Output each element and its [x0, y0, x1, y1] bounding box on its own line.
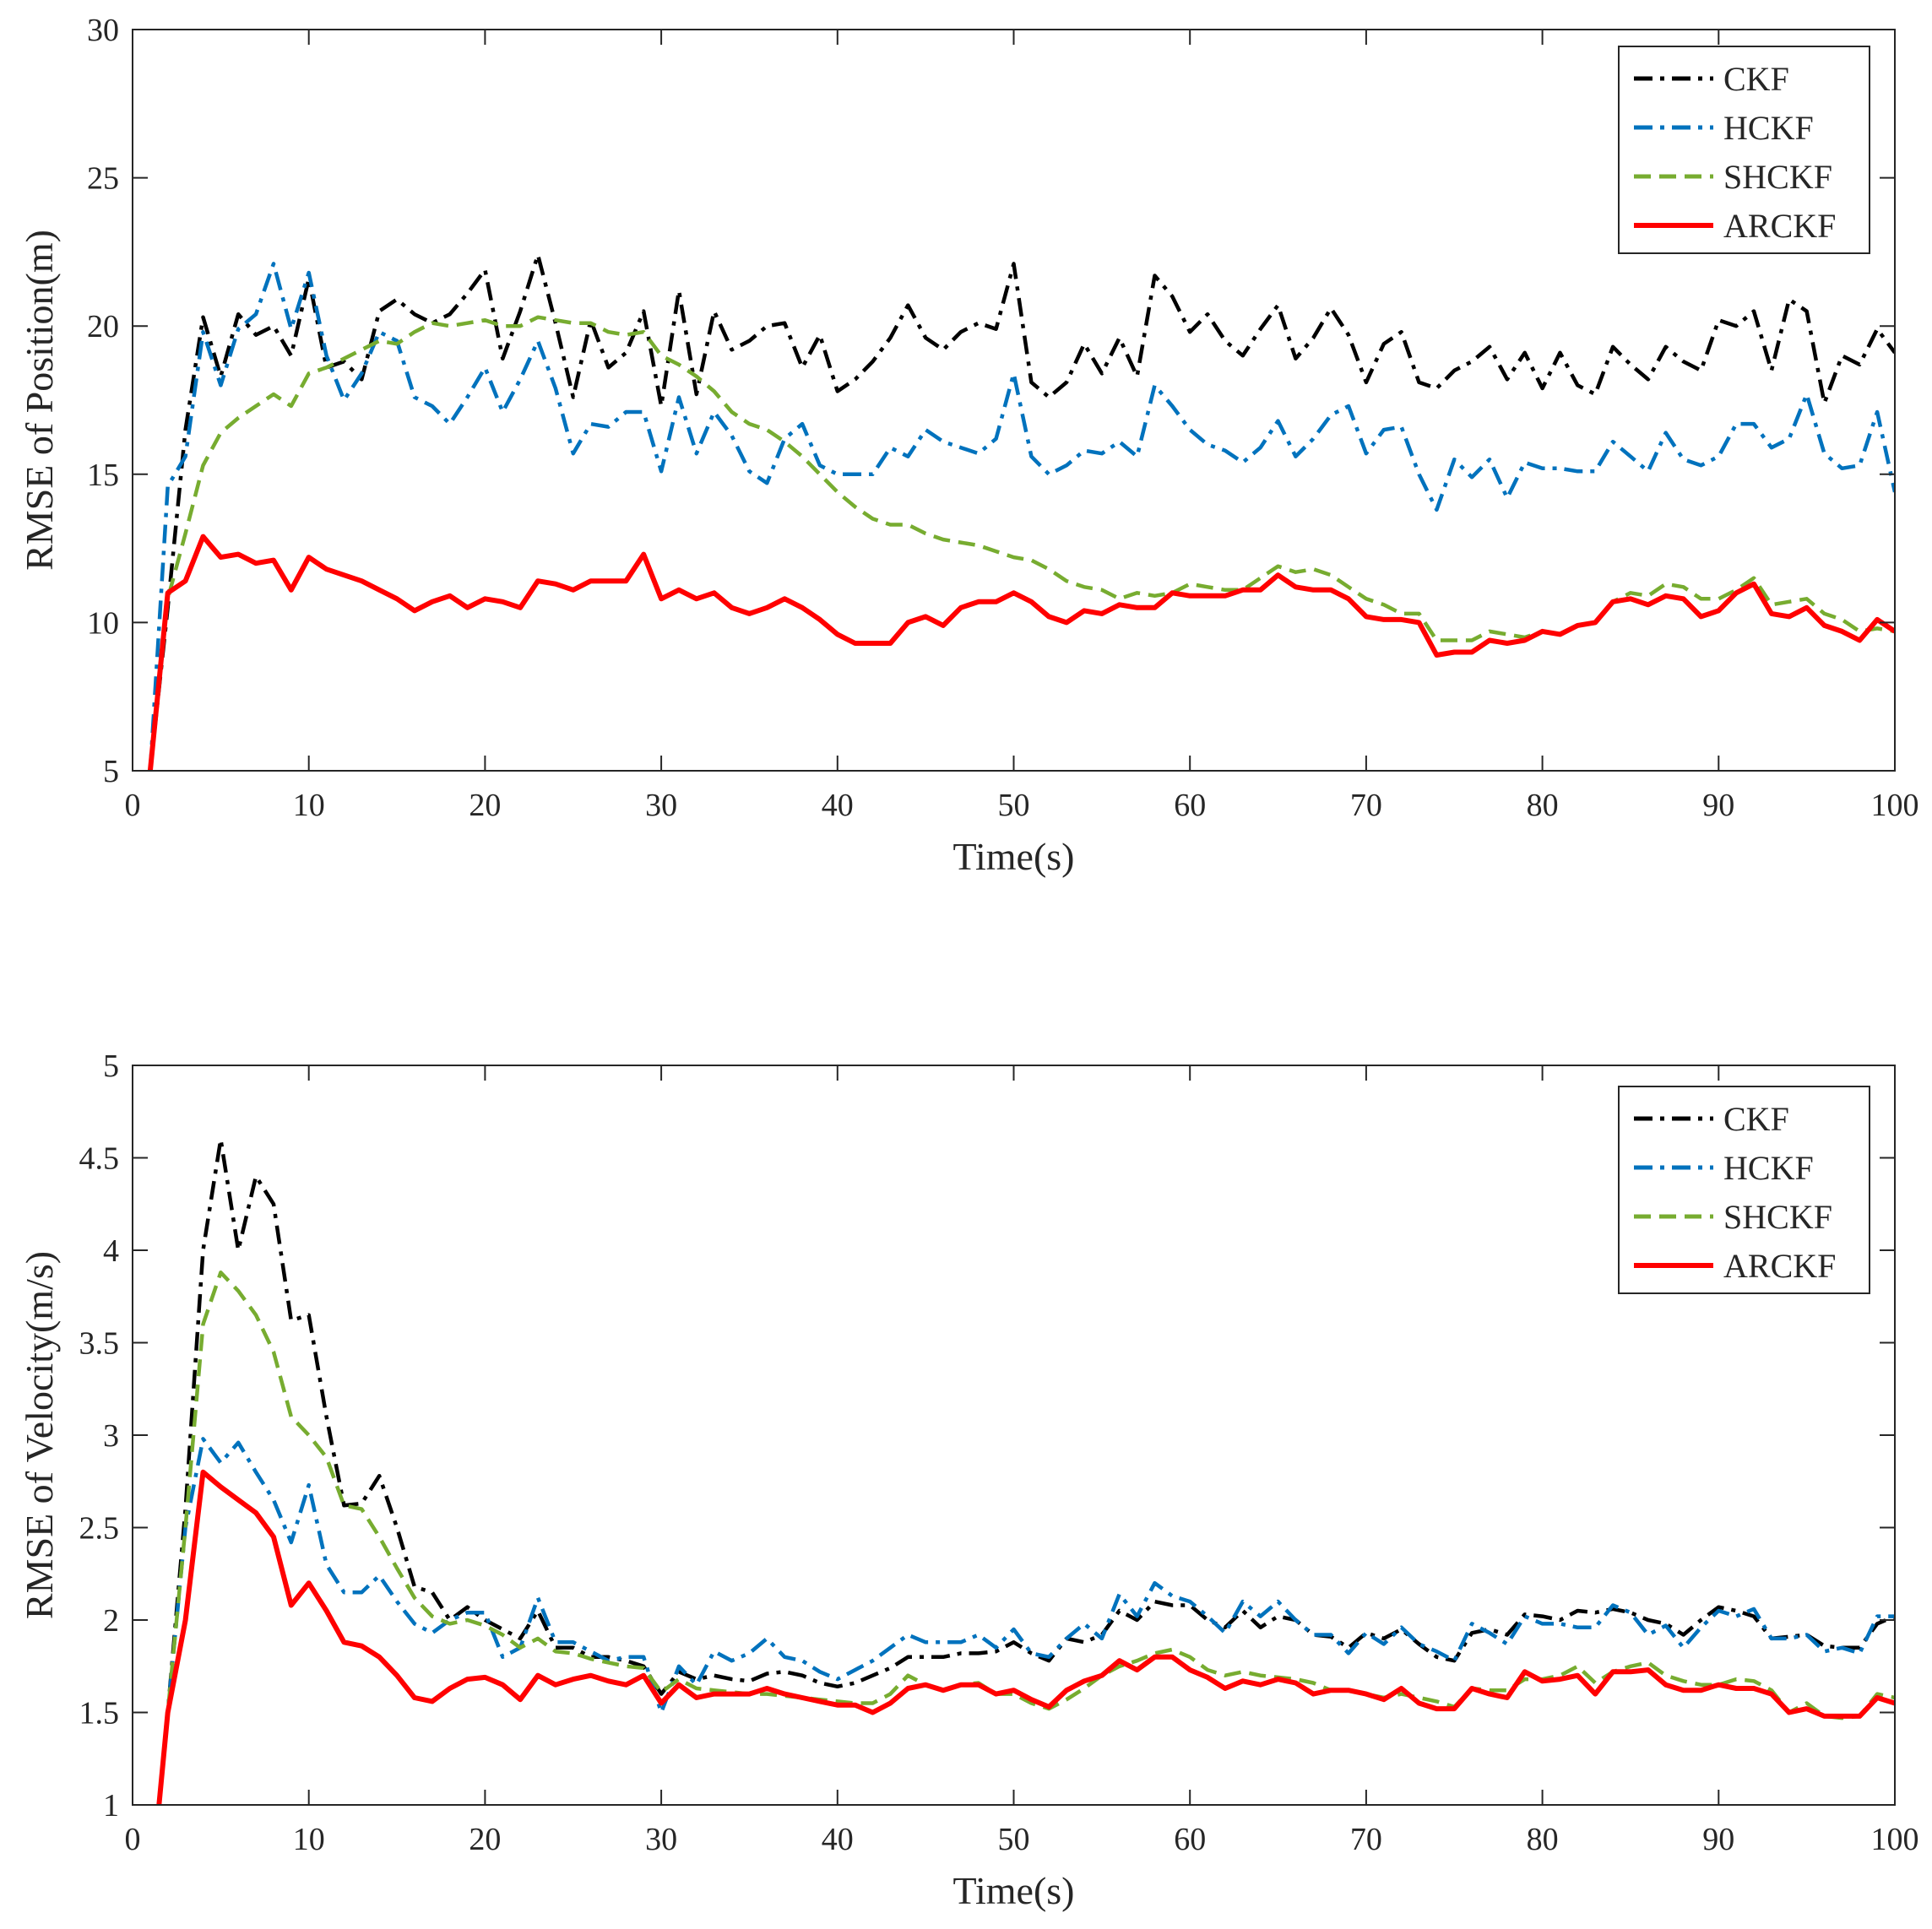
- legend-label: SHCKF: [1723, 158, 1832, 196]
- legend-label: HCKF: [1723, 1149, 1814, 1187]
- x-tick-label: 10: [293, 788, 325, 823]
- legend-label: ARCKF: [1723, 1247, 1836, 1285]
- y-tick-label: 4: [103, 1233, 119, 1269]
- x-axis-label: Time(s): [953, 1869, 1075, 1912]
- legend-label: SHCKF: [1723, 1198, 1832, 1236]
- x-tick-label: 70: [1350, 1822, 1382, 1857]
- legend-item-arckf: ARCKF: [1634, 207, 1836, 245]
- series-line-arckf: [156, 1469, 1895, 1805]
- x-tick-label: 70: [1350, 788, 1382, 823]
- chart-2: 0 10 20 30 40 50 60 70 80 90 100 1 1.5 2 2.5 3 3.5 4 4.5 5 T…: [18, 1048, 1919, 1912]
- y-tick-label: 4.5: [79, 1141, 120, 1177]
- x-tick-label: 50: [998, 788, 1030, 823]
- legend-item-shckf: SHCKF: [1634, 158, 1832, 196]
- legend-item-arckf: ARCKF: [1634, 1247, 1836, 1285]
- legend-label: ARCKF: [1723, 207, 1836, 245]
- x-tick-label: 90: [1702, 788, 1734, 823]
- y-tick-label: 30: [87, 13, 119, 48]
- y-tick-label: 2: [103, 1603, 119, 1639]
- legend-item-hckf: HCKF: [1634, 109, 1814, 147]
- x-tick-label: 80: [1527, 1822, 1559, 1857]
- legend: CKF HCKF SHCKF ARCKF: [1618, 1086, 1870, 1294]
- legend-item-shckf: SHCKF: [1634, 1198, 1832, 1236]
- x-tick-label: 20: [469, 1822, 501, 1857]
- y-tick-label: 3.5: [79, 1326, 120, 1362]
- legend-box: [1618, 46, 1870, 254]
- y-tick-label: 10: [87, 605, 119, 641]
- x-tick-label: 20: [469, 788, 501, 823]
- y-tick-label: 5: [103, 754, 119, 789]
- y-tick-label: 5: [103, 1048, 119, 1084]
- x-tick-label: 30: [645, 1822, 677, 1857]
- y-tick-label: 1.5: [79, 1696, 120, 1731]
- legend-label: CKF: [1723, 60, 1789, 98]
- series-group: [156, 1137, 1895, 1805]
- y-tick-label: 20: [87, 309, 119, 344]
- series-line-shckf: [148, 315, 1895, 771]
- x-tick-label: 30: [645, 788, 677, 823]
- legend: CKF HCKF SHCKF ARCKF: [1618, 46, 1870, 254]
- series-line-hckf: [148, 262, 1895, 771]
- y-axis-label: RMSE of Position(m): [18, 230, 61, 571]
- x-tick-label: 10: [293, 1822, 325, 1857]
- x-tick-label: 40: [822, 1822, 854, 1857]
- series-line-shckf: [157, 1271, 1895, 1805]
- x-tick-label: 0: [125, 1822, 141, 1857]
- x-tick-label: 60: [1174, 788, 1206, 823]
- plot-area: [133, 1065, 1895, 1805]
- x-tick-label: 0: [125, 788, 141, 823]
- legend-label: CKF: [1723, 1100, 1789, 1138]
- x-tick-label: 50: [998, 1822, 1030, 1857]
- series-group: [147, 252, 1895, 771]
- series-line-hckf: [157, 1437, 1895, 1805]
- y-tick-label: 3: [103, 1418, 119, 1454]
- legend-item-ckf: CKF: [1634, 1100, 1789, 1138]
- legend-item-hckf: HCKF: [1634, 1149, 1814, 1187]
- series-line-arckf: [147, 534, 1895, 771]
- y-tick-label: 15: [87, 458, 119, 493]
- legend-box: [1618, 1086, 1870, 1294]
- x-axis-label: Time(s): [953, 835, 1075, 878]
- x-tick-label: 40: [822, 788, 854, 823]
- chart-1: 0 10 20 30 40 50 60 70 80 90 100 5 10 15 20 25 30 Time(s)…: [18, 13, 1919, 878]
- legend-label: HCKF: [1723, 109, 1814, 147]
- plot-area: [133, 30, 1895, 771]
- y-tick-label: 2.5: [79, 1511, 120, 1547]
- x-tick-label: 60: [1174, 1822, 1206, 1857]
- series-line-ckf: [157, 1137, 1895, 1805]
- y-tick-label: 1: [103, 1788, 119, 1823]
- x-tick-label: 80: [1527, 788, 1559, 823]
- y-tick-label: 25: [87, 161, 119, 197]
- x-tick-label: 90: [1702, 1822, 1734, 1857]
- x-tick-label: 100: [1871, 788, 1919, 823]
- y-axis-label: RMSE of Velocity(m/s): [18, 1251, 61, 1619]
- x-tick-label: 100: [1871, 1822, 1919, 1857]
- legend-item-ckf: CKF: [1634, 60, 1789, 98]
